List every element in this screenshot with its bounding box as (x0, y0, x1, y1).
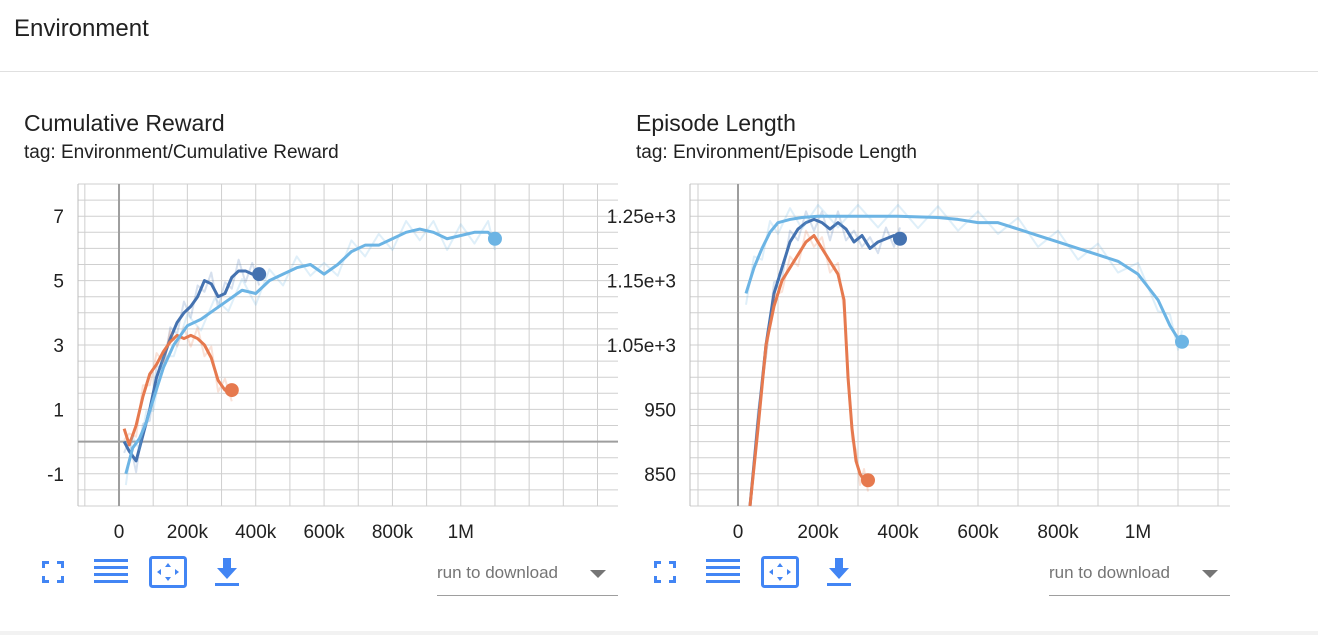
cumulative-reward-chart[interactable]: 7 5 3 1 -1 0 200k 400k 600k 800k 1M (24, 176, 624, 546)
series-raw-line-2 (124, 220, 496, 486)
fullscreen-icon[interactable] (645, 552, 685, 592)
y-tick-label: 1.15e+3 (607, 272, 676, 293)
chart-title: Episode Length (636, 110, 796, 136)
x-tick-label: 1M (1125, 522, 1151, 543)
y-tick-label: 1.25e+3 (607, 207, 676, 228)
series-end-point-1 (861, 473, 875, 488)
y-tick-label: 1.05e+3 (607, 336, 676, 357)
header: Environment (0, 0, 1318, 72)
y-tick-label: -1 (47, 465, 64, 486)
chart-title: Cumulative Reward (24, 110, 225, 136)
fit-domain-icon[interactable] (148, 552, 188, 592)
y-tick-label: 7 (53, 207, 64, 228)
series-end-point-1 (224, 383, 239, 398)
y-tick-label: 1 (53, 400, 64, 421)
y-tick-label: 5 (53, 272, 64, 293)
fullscreen-icon[interactable] (33, 552, 73, 592)
x-tick-label: 800k (372, 522, 414, 543)
x-tick-label: 0 (114, 522, 125, 543)
x-tick-label: 600k (957, 522, 999, 543)
x-tick-label: 1M (448, 522, 474, 543)
y-tick-label: 850 (644, 465, 676, 486)
chevron-down-icon (590, 570, 606, 578)
series-end-point-0 (252, 267, 267, 282)
download-icon[interactable] (207, 552, 247, 592)
x-tick-label: 800k (1037, 522, 1079, 543)
series-end-point-2 (1175, 334, 1189, 349)
x-tick-label: 400k (877, 522, 919, 543)
chart-card-cumulative-reward: Cumulative Reward tag: Environment/Cumul… (24, 100, 624, 620)
x-tick-label: 400k (235, 522, 277, 543)
series-line-2 (124, 227, 496, 475)
chart-tag: tag: Environment/Episode Length (636, 142, 917, 163)
section-title: Environment (14, 15, 149, 42)
series-line-1 (122, 333, 232, 447)
y-tick-label: 3 (53, 336, 64, 357)
series-line-1 (748, 234, 868, 507)
x-tick-label: 600k (303, 522, 345, 543)
y-tick-label: 950 (644, 400, 676, 421)
series-line-0 (748, 217, 901, 507)
run-to-download-placeholder: run to download (1049, 563, 1170, 582)
fit-domain-icon[interactable] (760, 552, 800, 592)
chart-tag: tag: Environment/Cumulative Reward (24, 142, 339, 163)
x-tick-label: 0 (733, 522, 744, 543)
series-end-point-2 (487, 231, 502, 246)
x-tick-label: 200k (167, 522, 209, 543)
series-line-0 (122, 269, 260, 463)
run-to-download-placeholder: run to download (437, 563, 558, 582)
download-icon[interactable] (819, 552, 859, 592)
chart-card-episode-length: Episode Length tag: Environment/Episode … (607, 100, 1236, 620)
section-divider (0, 631, 1318, 635)
chevron-down-icon (1202, 570, 1218, 578)
series-end-point-0 (893, 231, 907, 246)
x-tick-label: 200k (797, 522, 839, 543)
toggle-log-scale-icon[interactable] (703, 552, 743, 592)
series-line-2 (744, 214, 1183, 343)
run-to-download-select[interactable]: run to download (437, 555, 618, 596)
episode-length-chart[interactable]: 1.25e+3 1.15e+3 1.05e+3 950 850 0 200k 400k 600k… (607, 176, 1236, 546)
series-raw-line-1 (749, 229, 869, 507)
toggle-log-scale-icon[interactable] (91, 552, 131, 592)
run-to-download-select[interactable]: run to download (1049, 555, 1230, 596)
